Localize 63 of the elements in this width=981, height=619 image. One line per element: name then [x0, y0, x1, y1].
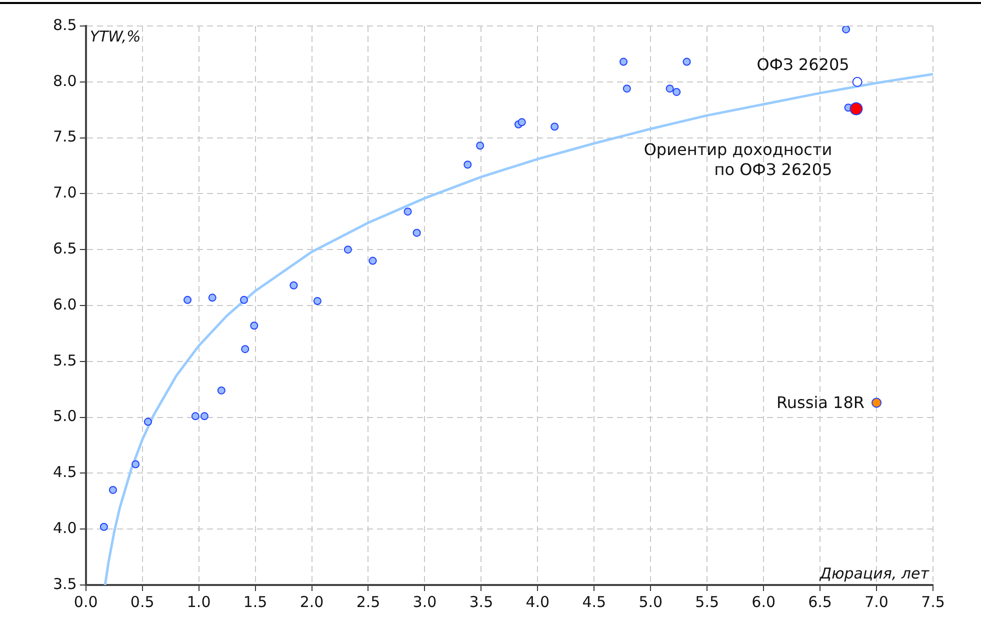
- point: [464, 160, 472, 169]
- x-tick-label: 3.0: [412, 592, 437, 611]
- y-tick-label: 8.5: [52, 16, 77, 34]
- y-tick-label: 6.0: [52, 295, 77, 314]
- x-tick-label: 5.0: [638, 592, 663, 611]
- series-label: Russia 18R: [776, 392, 865, 412]
- point: [250, 322, 258, 330]
- y-tick-label: 3.5: [52, 574, 77, 593]
- y-tick-label: 8.0: [52, 72, 77, 90]
- x-tick-label: 6.5: [808, 592, 832, 611]
- x-tick-label: 7.0: [864, 592, 888, 611]
- point: [208, 294, 216, 302]
- y-tick-label: 5.5: [52, 351, 77, 370]
- x-tick-label: 5.5: [695, 592, 720, 611]
- point: [200, 412, 208, 420]
- x-axis-title: Дюрация, лет: [818, 564, 930, 582]
- point: [852, 76, 862, 87]
- point: [682, 58, 691, 66]
- text: Ориентир доходности по ОФЗ 26205: [644, 140, 832, 179]
- y-tick-label: 5.0: [52, 407, 77, 426]
- x-tick-label: 2.5: [356, 592, 380, 611]
- y-tick-label: 4.5: [52, 463, 77, 482]
- x-tick-label: 6.0: [752, 592, 776, 611]
- series-label: ОФЗ 26205: [756, 55, 850, 74]
- point: [872, 398, 882, 408]
- y-tick-label: 7.5: [52, 128, 77, 146]
- x-tick-label: 4.0: [526, 592, 550, 611]
- point: [842, 26, 850, 34]
- y-axis-title: YTW,%: [90, 27, 141, 46]
- x-tick-label: 1.0: [186, 592, 211, 611]
- point: [290, 281, 298, 290]
- point: [476, 142, 484, 150]
- point: [620, 58, 628, 66]
- point: [518, 118, 526, 126]
- point: [672, 88, 681, 96]
- point: [184, 296, 192, 304]
- x-tick-label: 7.5: [921, 592, 945, 611]
- x-tick-label: 0.0: [74, 592, 98, 611]
- point: [404, 208, 412, 216]
- point: [132, 460, 140, 468]
- point: [144, 418, 152, 426]
- point: [313, 297, 322, 306]
- point: [622, 84, 631, 93]
- x-tick-label: 4.5: [582, 592, 606, 611]
- x-tick-label: 1.5: [243, 592, 268, 611]
- point: [550, 122, 559, 131]
- point: [100, 522, 108, 531]
- point: [241, 345, 250, 354]
- x-tick-label: 3.5: [469, 592, 494, 611]
- point: [666, 84, 674, 93]
- point: [191, 412, 200, 420]
- y-tick-label: 7.0: [52, 184, 77, 202]
- x-tick-label: 0.5: [130, 592, 154, 611]
- x-tick-label: 2.0: [300, 592, 324, 611]
- point: [344, 246, 352, 254]
- point: [240, 296, 248, 304]
- point: [412, 228, 421, 237]
- point: [368, 256, 377, 265]
- y-tick-label: 6.5: [52, 239, 77, 258]
- point: [217, 386, 226, 394]
- y-tick-label: 4.0: [52, 518, 77, 537]
- point: [850, 102, 863, 116]
- point: [108, 486, 117, 494]
